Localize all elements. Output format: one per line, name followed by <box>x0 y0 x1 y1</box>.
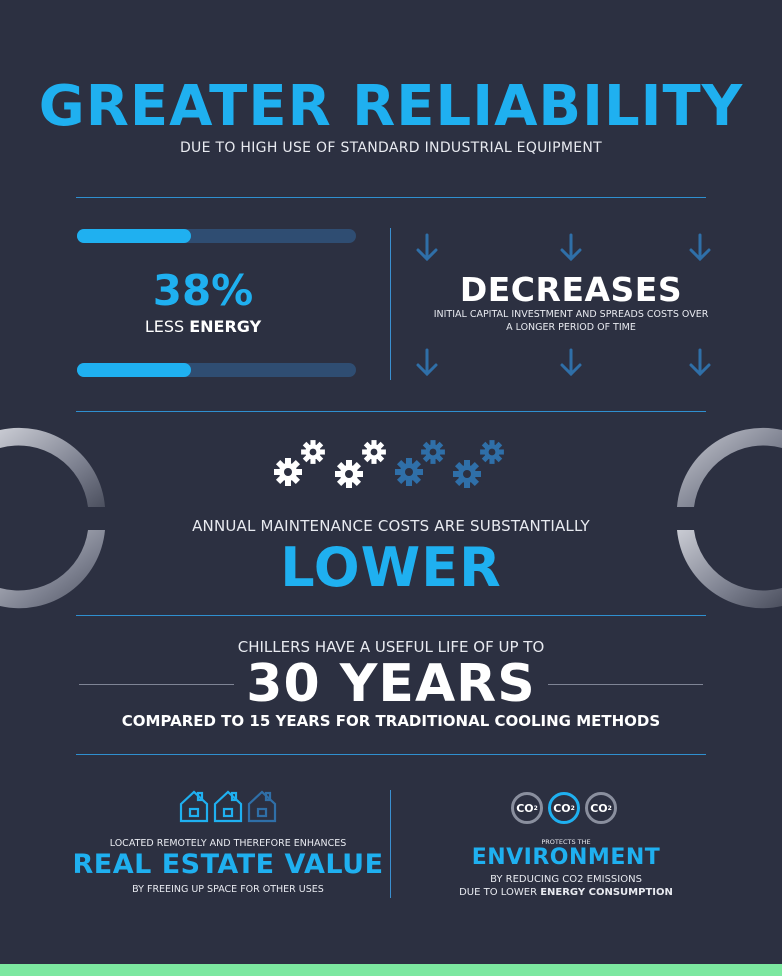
co2-icon: CO 2 <box>548 792 580 824</box>
arrow-down-icon <box>689 233 711 262</box>
maintenance-text: ANNUAL MAINTENANCE COSTS ARE SUBSTANTIAL… <box>192 517 590 535</box>
energy-label-bold: ENERGY <box>189 317 262 336</box>
co2-label: CO <box>553 801 571 815</box>
environment-title: ENVIRONMENT <box>471 845 661 870</box>
divider-2 <box>76 411 706 412</box>
gear-icon <box>362 440 386 464</box>
energy-bar-top-fill <box>77 229 192 243</box>
environment-description: BY REDUCING CO2 EMISSIONS DUE TO LOWER E… <box>432 873 700 899</box>
co2-icon: CO 2 <box>511 792 543 824</box>
co2-subscript: 2 <box>533 804 538 812</box>
arrow-down-icon <box>689 348 711 377</box>
environment-top: PROTECTS THE <box>541 838 591 846</box>
environment-line-2-bold: ENERGY CONSUMPTION <box>540 887 673 898</box>
gears-group <box>274 440 504 488</box>
environment-line-2: DUE TO LOWER ENERGY CONSUMPTION <box>432 886 700 899</box>
environment-line-1: BY REDUCING CO2 EMISSIONS <box>490 874 642 885</box>
real-estate-title: REAL ESTATE VALUE <box>72 849 384 880</box>
left-ring-decoration <box>0 427 105 609</box>
page-title: GREATER RELIABILITY <box>38 74 744 139</box>
decreases-title: DECREASES <box>459 270 683 309</box>
lifespan-comparison: COMPARED TO 15 YEARS FOR TRADITIONAL COO… <box>121 712 661 730</box>
gear-icon <box>335 460 363 488</box>
houses-group <box>179 790 277 823</box>
right-ring-decoration <box>677 427 782 609</box>
arrow-down-icon <box>560 233 582 262</box>
energy-bar-bottom <box>77 363 356 377</box>
lifespan-intro: CHILLERS HAVE A USEFUL LIFE OF UP TO <box>237 638 545 656</box>
page-subtitle: DUE TO HIGH USE OF STANDARD INDUSTRIAL E… <box>179 140 603 156</box>
energy-label-prefix: LESS <box>144 317 190 336</box>
lifespan-line-right <box>548 684 703 685</box>
arrow-down-icon <box>560 348 582 377</box>
lifespan-value: 30 YEARS <box>246 654 536 714</box>
decreases-line-2: A LONGER PERIOD OF TIME <box>506 322 636 333</box>
decreases-line-1: INITIAL CAPITAL INVESTMENT AND SPREADS C… <box>433 309 709 320</box>
co2-subscript: 2 <box>570 804 575 812</box>
energy-percent: 38% <box>152 266 254 315</box>
maintenance-highlight: LOWER <box>280 536 502 599</box>
arrow-down-icon <box>416 233 438 262</box>
energy-label: LESS ENERGY <box>77 317 329 336</box>
gear-icon <box>421 440 445 464</box>
divider-1 <box>76 197 706 198</box>
energy-bar-top <box>77 229 356 243</box>
gear-icon <box>395 458 423 486</box>
gear-icon <box>301 440 325 464</box>
co2-label: CO <box>516 801 534 815</box>
house-icon <box>213 790 243 823</box>
lifespan-line-left <box>79 684 234 685</box>
bottom-strip <box>0 964 782 976</box>
environment-line-2-prefix: DUE TO LOWER <box>459 887 541 898</box>
divider-3 <box>76 615 706 616</box>
house-icon <box>179 790 209 823</box>
co2-subscript: 2 <box>607 804 612 812</box>
divider-4 <box>76 754 706 755</box>
arrow-down-icon <box>416 348 438 377</box>
real-estate-top: LOCATED REMOTELY AND THEREFORE ENHANCES <box>109 838 347 849</box>
energy-bar-bottom-fill <box>77 363 192 377</box>
vertical-divider-bottom <box>390 790 391 898</box>
gear-icon <box>480 440 504 464</box>
vertical-divider-top <box>390 228 391 380</box>
co2-icon: CO 2 <box>585 792 617 824</box>
house-icon <box>247 790 277 823</box>
co2-label: CO <box>590 801 608 815</box>
real-estate-bottom: BY FREEING UP SPACE FOR OTHER USES <box>132 884 324 895</box>
gear-icon <box>453 460 481 488</box>
decreases-description: INITIAL CAPITAL INVESTMENT AND SPREADS C… <box>420 308 722 334</box>
gear-icon <box>274 458 302 486</box>
